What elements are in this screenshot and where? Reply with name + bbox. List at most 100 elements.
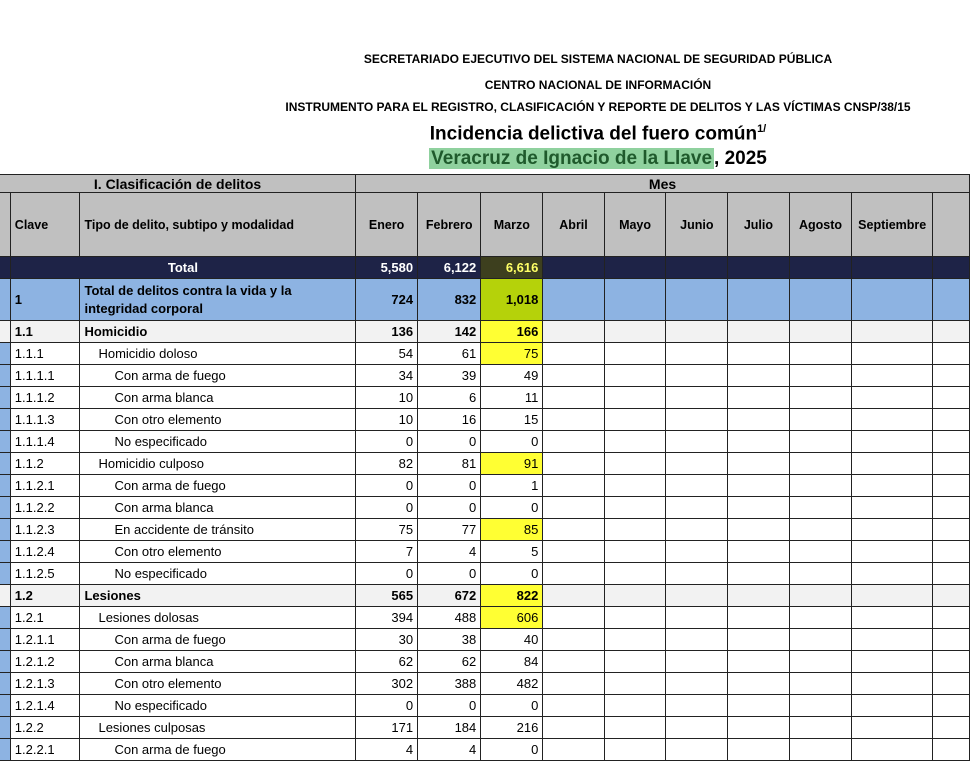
value-febrero: 0 — [417, 694, 482, 717]
empty-cell — [788, 278, 853, 321]
empty-cell — [727, 256, 790, 279]
value-febrero: 4 — [417, 738, 482, 761]
empty-cell — [542, 386, 605, 409]
row-description: Con arma de fuego — [79, 628, 357, 651]
empty-cell — [932, 584, 970, 607]
empty-cell — [542, 430, 605, 453]
row-clave: 1.1.2.3 — [9, 518, 81, 541]
empty-cell — [727, 672, 790, 695]
empty-cell — [727, 408, 790, 431]
empty-cell — [788, 452, 853, 475]
value-marzo: 11 — [480, 386, 544, 409]
empty-cell — [788, 716, 853, 739]
row-margin — [0, 694, 11, 717]
table-row: 1.1.1.4 No especificado 0 0 0 — [0, 430, 970, 453]
empty-cell — [788, 606, 853, 629]
value-enero: 0 — [355, 496, 419, 519]
empty-cell — [851, 650, 934, 673]
empty-cell — [542, 584, 605, 607]
value-marzo: 5 — [480, 540, 544, 563]
empty-cell — [851, 694, 934, 717]
value-febrero: 62 — [417, 650, 482, 673]
row-description: Homicidio doloso — [79, 342, 357, 365]
empty-cell — [851, 518, 934, 541]
row-description: Con otro elemento — [79, 672, 357, 695]
center-name: CENTRO NACIONAL DE INFORMACIÓN — [484, 78, 712, 92]
row-description: Lesiones culposas — [79, 716, 357, 739]
empty-cell — [542, 606, 605, 629]
value-febrero: 0 — [417, 474, 482, 497]
value-marzo: 75 — [480, 342, 544, 365]
value-enero: 565 — [355, 584, 419, 607]
table-row: 1.1.2.2 Con arma blanca 0 0 0 — [0, 496, 970, 519]
empty-cell — [665, 694, 729, 717]
row-clave: 1.2.1.3 — [9, 672, 81, 695]
empty-cell — [851, 540, 934, 563]
value-enero: 54 — [355, 342, 419, 365]
row-margin — [0, 496, 11, 519]
col-febrero: Febrero — [417, 192, 482, 257]
empty-cell — [603, 606, 667, 629]
value-enero: 82 — [355, 452, 419, 475]
empty-cell — [603, 320, 667, 343]
col-partial-right — [932, 192, 970, 257]
empty-cell — [665, 278, 729, 321]
table-row: 1.1.2.4 Con otro elemento 7 4 5 — [0, 540, 970, 563]
row-margin — [0, 278, 11, 321]
empty-cell — [788, 694, 853, 717]
table-row: 1.1.1.2 Con arma blanca 10 6 11 — [0, 386, 970, 409]
value-marzo: 166 — [480, 320, 544, 343]
row-description: Con arma blanca — [79, 650, 357, 673]
value-febrero: 0 — [417, 496, 482, 519]
row-margin — [0, 342, 11, 365]
empty-cell — [851, 496, 934, 519]
empty-cell — [542, 452, 605, 475]
value-febrero: 39 — [417, 364, 482, 387]
table-row: 1.2.1.3 Con otro elemento 302 388 482 — [0, 672, 970, 695]
empty-cell — [542, 738, 605, 761]
empty-cell — [727, 716, 790, 739]
row-margin — [0, 430, 11, 453]
empty-cell — [851, 386, 934, 409]
col-clave: Clave — [9, 192, 81, 257]
value-febrero: 38 — [417, 628, 482, 651]
table-row: 1.1.2.3 En accidente de tránsito 75 77 85 — [0, 518, 970, 541]
value-enero: 62 — [355, 650, 419, 673]
row-description: Con otro elemento — [79, 540, 357, 563]
table-row: 1.1.2.5 No especificado 0 0 0 — [0, 562, 970, 585]
table-body: Total 5,580 6,122 6,616 1 Total de delitos co… — [0, 256, 970, 761]
table-row: 1.1.2.1 Con arma de fuego 0 0 1 — [0, 474, 970, 497]
row-margin — [0, 606, 11, 629]
row-clave: 1.1.1 — [9, 342, 81, 365]
empty-cell — [727, 628, 790, 651]
value-marzo: 84 — [480, 650, 544, 673]
value-enero: 394 — [355, 606, 419, 629]
row-margin — [0, 584, 11, 607]
empty-cell — [603, 496, 667, 519]
empty-cell — [851, 562, 934, 585]
empty-cell — [851, 584, 934, 607]
empty-cell — [932, 474, 970, 497]
agency-name: SECRETARIADO EJECUTIVO DEL SISTEMA NACIO… — [363, 52, 833, 66]
value-marzo: 482 — [480, 672, 544, 695]
empty-cell — [542, 320, 605, 343]
empty-cell — [727, 606, 790, 629]
row-description: Con arma blanca — [79, 386, 357, 409]
value-febrero: 0 — [417, 430, 482, 453]
empty-cell — [665, 606, 729, 629]
empty-cell — [851, 364, 934, 387]
empty-cell — [665, 738, 729, 761]
col-junio: Junio — [665, 192, 729, 257]
empty-cell — [727, 650, 790, 673]
row-description: Lesiones dolosas — [79, 606, 357, 629]
empty-cell — [542, 342, 605, 365]
empty-cell — [603, 650, 667, 673]
row-description: Total de delitos contra la vida y la int… — [79, 278, 357, 321]
empty-cell — [851, 408, 934, 431]
empty-cell — [542, 562, 605, 585]
row-clave: 1.1.1.4 — [9, 430, 81, 453]
empty-cell — [932, 540, 970, 563]
table-row: Total 5,580 6,122 6,616 — [0, 256, 970, 279]
empty-cell — [932, 518, 970, 541]
empty-cell — [851, 430, 934, 453]
